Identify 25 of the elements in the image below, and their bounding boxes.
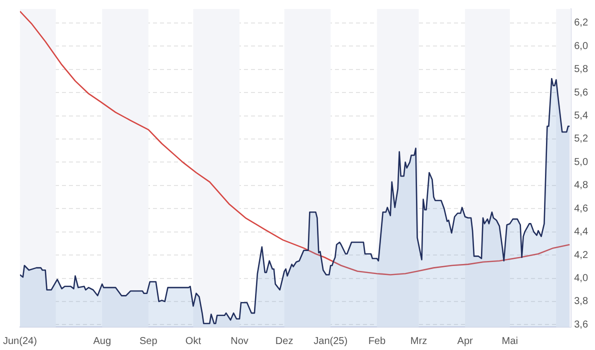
- y-tick-label: 6,2: [574, 18, 588, 29]
- y-tick-label: 3,8: [574, 296, 588, 308]
- y-tick-label: 5,8: [574, 64, 588, 76]
- x-tick-label: Mrz: [410, 336, 428, 347]
- x-tick-label: Jan(25): [314, 336, 348, 347]
- x-tick-label: Jun(24): [3, 336, 37, 347]
- y-tick-label: 4,8: [574, 180, 588, 192]
- y-tick-label: 4,0: [574, 273, 588, 284]
- y-tick-label: 6,0: [574, 40, 588, 52]
- x-tick-label: Okt: [185, 336, 202, 347]
- y-tick-label: 5,6: [574, 87, 588, 98]
- x-tick-label: Nov: [230, 336, 248, 347]
- x-tick-label: Dez: [275, 336, 294, 347]
- y-tick-label: 4,6: [574, 203, 588, 214]
- y-tick-label: 4,4: [574, 226, 588, 238]
- y-tick-label: 5,0: [574, 156, 588, 168]
- x-tick-label: Sep: [140, 336, 158, 347]
- y-tick-label: 5,4: [574, 110, 588, 122]
- x-tick-label: Aug: [93, 336, 111, 347]
- y-tick-label: 3,6: [574, 319, 588, 330]
- x-tick-label: Feb: [368, 336, 386, 347]
- y-tick-label: 5,2: [574, 134, 588, 145]
- x-tick-label: Apr: [457, 336, 474, 347]
- x-tick-label: Mai: [502, 336, 518, 347]
- y-tick-label: 4,2: [574, 250, 588, 261]
